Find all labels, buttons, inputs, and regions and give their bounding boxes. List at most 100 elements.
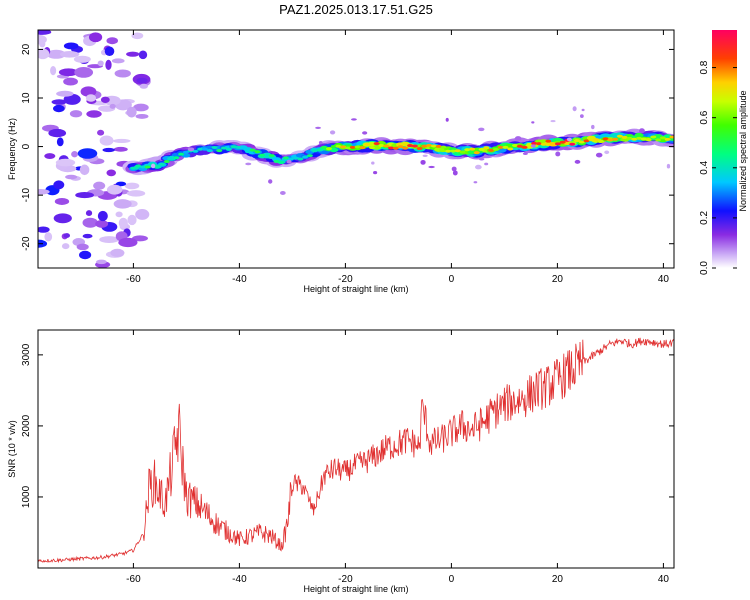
speckle [422,154,428,157]
noise-blob [115,181,127,187]
speckle [150,163,156,169]
noise-blob [133,103,149,112]
ridge-cell [135,164,142,168]
ridge-cell [559,140,566,144]
ridge-cell [159,162,166,166]
speckle [604,150,610,155]
ridge-cell [449,149,456,153]
ridge-cell [230,145,237,149]
ridge-cell [144,165,151,169]
noise-blob [86,110,102,118]
ridge-cell [531,141,538,145]
noise-blob [51,99,67,105]
speckle [581,108,585,112]
ridge-cell [139,165,146,169]
noise-blob [38,48,50,60]
noise-blob [53,180,65,190]
figure-title: PAZ1.2025.013.17.51.G25 [279,2,433,17]
noise-blob [80,86,97,97]
ridge-cell [521,145,528,149]
speckle [473,181,478,184]
spectrogram-heatmap [38,30,674,268]
ridge-cell [278,161,285,165]
noise-blob [104,46,115,56]
noise-blob [114,69,131,78]
speckle [452,170,458,176]
colorbar: 0.0 0.2 0.4 0.6 0.8 Normalized spectral ampl… [699,30,748,275]
ridge-cell [469,147,476,151]
ridge-cell [407,144,414,148]
y-tick-label: 20 [21,43,32,55]
noise-blob [82,233,93,239]
noise-blob [135,209,150,220]
x-tick-label: 40 [658,574,670,585]
speckle [572,106,577,112]
speckle [286,159,292,164]
noise-blob [126,106,137,118]
y-tick-label: -20 [21,236,32,251]
noise-blob [113,146,128,152]
snr-panel: -60 -40 -20 0 20 40 1000 2000 3000 Height of str… [7,329,675,594]
noise-blob [112,138,131,143]
noise-blob [44,232,53,242]
ridge-cell [340,145,347,149]
noise-blob [73,55,91,63]
ridge-cell [540,142,547,146]
noise-blob [63,93,81,105]
colorbar-ticks: 0.0 0.2 0.4 0.6 0.8 [699,60,737,275]
ridge-cell [664,137,671,141]
noise-blob [110,248,125,257]
noise-blob [38,189,50,195]
ridge-cell [612,137,619,141]
ridge-cell [273,159,280,163]
noise-blob [44,153,56,160]
ridge-cell [297,157,304,161]
ridge-cell [292,156,299,160]
noise-blob [65,174,78,180]
noise-blob [138,50,148,60]
noise-blob [126,51,140,57]
speckle [522,152,528,156]
ridge-cell [640,137,647,141]
ridge-cell [636,136,643,140]
speckle [280,191,286,196]
ridge-cell [535,142,542,146]
ridge-cell [130,166,137,170]
snr-line [38,337,674,564]
speckle [187,147,195,152]
ridge-cell [249,148,256,152]
ridge-cell [335,144,342,148]
noise-blob [82,217,98,228]
ridge-cell [345,146,352,150]
colorbar-tick-label: 0.4 [699,160,710,174]
y-tick-label: -10 [21,187,32,202]
speckle [268,179,273,184]
y-tick-label: 0 [21,143,32,149]
snr-y-label: SNR (10 * v/v) [7,420,17,478]
ridge-cell [330,144,337,148]
y-tick-label: 1000 [21,485,32,508]
x-tick-label: 0 [449,274,455,285]
ridge-cell [578,140,585,144]
speckle [638,128,645,134]
noise-blob [85,94,97,102]
ridge-cell [512,143,518,147]
ridge-cell [416,147,423,151]
ridge-cell [201,147,208,151]
ridge-cell [545,139,552,143]
ridge-cell [526,142,533,146]
ridge-cell [397,145,404,149]
ridge-cell [507,147,514,151]
ridge-cell [321,145,328,149]
x-tick-label: -20 [338,274,353,285]
x-tick-label: 20 [552,574,564,585]
ridge-cell [655,138,662,142]
noise-blob [71,151,78,158]
speckle [315,126,322,129]
ridge-cell [387,146,394,150]
noise-blob [56,137,64,147]
noise-blob [127,214,137,226]
ridge-cell [173,156,180,160]
noise-blob [136,77,148,84]
